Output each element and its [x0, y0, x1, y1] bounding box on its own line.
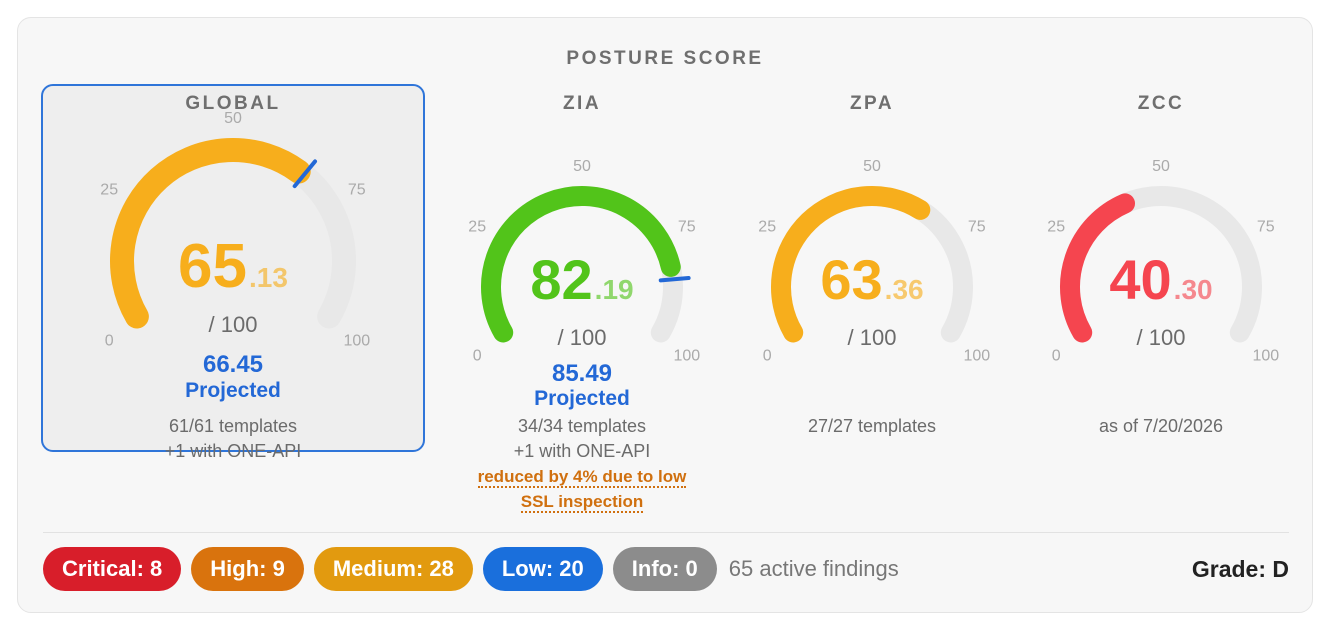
card-title: POSTURE SCORE — [566, 48, 764, 69]
tick-label-25: 25 — [468, 219, 486, 236]
active-findings-count: 65 active findings — [728, 556, 899, 581]
tick-label-50: 50 — [863, 158, 881, 175]
tick-label-75: 75 — [348, 182, 366, 199]
gauge-dial: 0 25 50 75 100 — [1047, 158, 1279, 365]
templates-count: 61/61 templates — [168, 416, 298, 436]
api-note: +1 with ONE-API — [513, 441, 651, 461]
score-integer: 40 — [1109, 248, 1172, 311]
api-note: +1 with ONE-API — [164, 441, 302, 461]
tick-label-50: 50 — [1152, 158, 1170, 175]
tick-label-0: 0 — [763, 348, 772, 365]
gauge-label: GLOBAL — [185, 93, 281, 114]
score-out-of: / 100 — [557, 325, 607, 350]
score-decimal: .19 — [594, 274, 634, 305]
score-integer: 82 — [530, 248, 593, 311]
divider — [43, 532, 1289, 533]
gauge-label: ZPA — [849, 93, 895, 114]
score-out-of: / 100 — [847, 325, 897, 350]
tick-label-50: 50 — [224, 110, 242, 127]
projected-marker — [292, 159, 318, 189]
tick-label-75: 75 — [1257, 219, 1275, 236]
tick-label-75: 75 — [968, 219, 986, 236]
ssl-warning-line2: SSL inspection — [520, 492, 644, 513]
tick-label-100: 100 — [1252, 348, 1279, 365]
tick-label-0: 0 — [1052, 348, 1061, 365]
projected-marker — [658, 276, 691, 283]
tick-label-100: 100 — [343, 333, 370, 350]
projected-value: 66.45 — [202, 351, 264, 378]
score-out-of: / 100 — [1136, 325, 1186, 350]
tick-label-25: 25 — [1047, 219, 1065, 236]
templates-count: 27/27 templates — [807, 416, 937, 436]
templates-count: 34/34 templates — [517, 416, 647, 436]
as-of-date: as of 7/20/2026 — [1098, 416, 1224, 436]
gauge-label: ZIA — [562, 93, 602, 114]
score-integer: 63 — [820, 248, 883, 311]
badge-info[interactable]: Info: 0 — [612, 547, 717, 591]
tick-label-0: 0 — [105, 333, 114, 350]
gauge-zcc[interactable]: ZCC 0 25 50 75 100 40.30 / 100 as of 7/2… — [1011, 93, 1311, 453]
projected-label: Projected — [534, 387, 630, 410]
tick-label-50: 50 — [573, 158, 591, 175]
findings-badges: Critical: 8 High: 9 Medium: 28 Low: 20 I… — [43, 547, 899, 591]
score-out-of: / 100 — [208, 312, 258, 337]
gauge-dial: 0 25 50 75 100 — [468, 158, 700, 365]
tick-label-25: 25 — [758, 219, 776, 236]
gauge-value-arc — [481, 186, 681, 343]
score-integer: 65 — [178, 232, 248, 301]
gauge-dial: 0 25 50 75 100 — [758, 158, 990, 365]
gauge-value-arc — [110, 138, 311, 329]
grade-label: Grade: D — [1191, 556, 1289, 582]
score-decimal: .13 — [249, 262, 288, 293]
tick-label-100: 100 — [673, 348, 700, 365]
projected-label: Projected — [185, 379, 281, 402]
gauge-zia[interactable]: ZIA 0 25 50 75 100 82.19 / 100 85.49 Pro… — [432, 93, 732, 513]
ssl-warning-line1: reduced by 4% due to low — [477, 467, 687, 488]
tick-label-25: 25 — [100, 182, 118, 199]
gauge-global[interactable]: GLOBAL 0 25 50 75 100 65.13 / 100 66.45 … — [83, 93, 383, 461]
posture-score-card: POSTURE SCORE GLOBAL 0 25 50 75 100 65.1… — [17, 17, 1313, 613]
badge-critical[interactable]: Critical: 8 — [43, 547, 182, 591]
score-decimal: .30 — [1173, 274, 1213, 305]
score-decimal: .36 — [884, 274, 924, 305]
gauge-value-arc — [771, 186, 931, 343]
score-value: 40.30 — [1011, 252, 1311, 308]
badge-high[interactable]: High: 9 — [191, 547, 304, 591]
score-value: 82.19 — [432, 252, 732, 308]
score-value: 65.13 — [83, 236, 383, 298]
score-value: 63.36 — [722, 252, 1022, 308]
gauge-zpa[interactable]: ZPA 0 25 50 75 100 63.36 / 100 27/27 tem… — [722, 93, 1022, 453]
projected-value: 85.49 — [551, 360, 613, 387]
gauge-value-arc — [1060, 193, 1136, 343]
tick-label-75: 75 — [678, 219, 696, 236]
gauge-label: ZCC — [1137, 93, 1185, 114]
badge-medium[interactable]: Medium: 28 — [313, 547, 473, 591]
ssl-warning[interactable]: reduced by 4% due to low SSL inspection — [432, 464, 732, 514]
tick-label-100: 100 — [963, 348, 990, 365]
badge-low[interactable]: Low: 20 — [482, 547, 603, 591]
tick-label-0: 0 — [473, 348, 482, 365]
gauge-dial: 0 25 50 75 100 — [100, 110, 370, 350]
